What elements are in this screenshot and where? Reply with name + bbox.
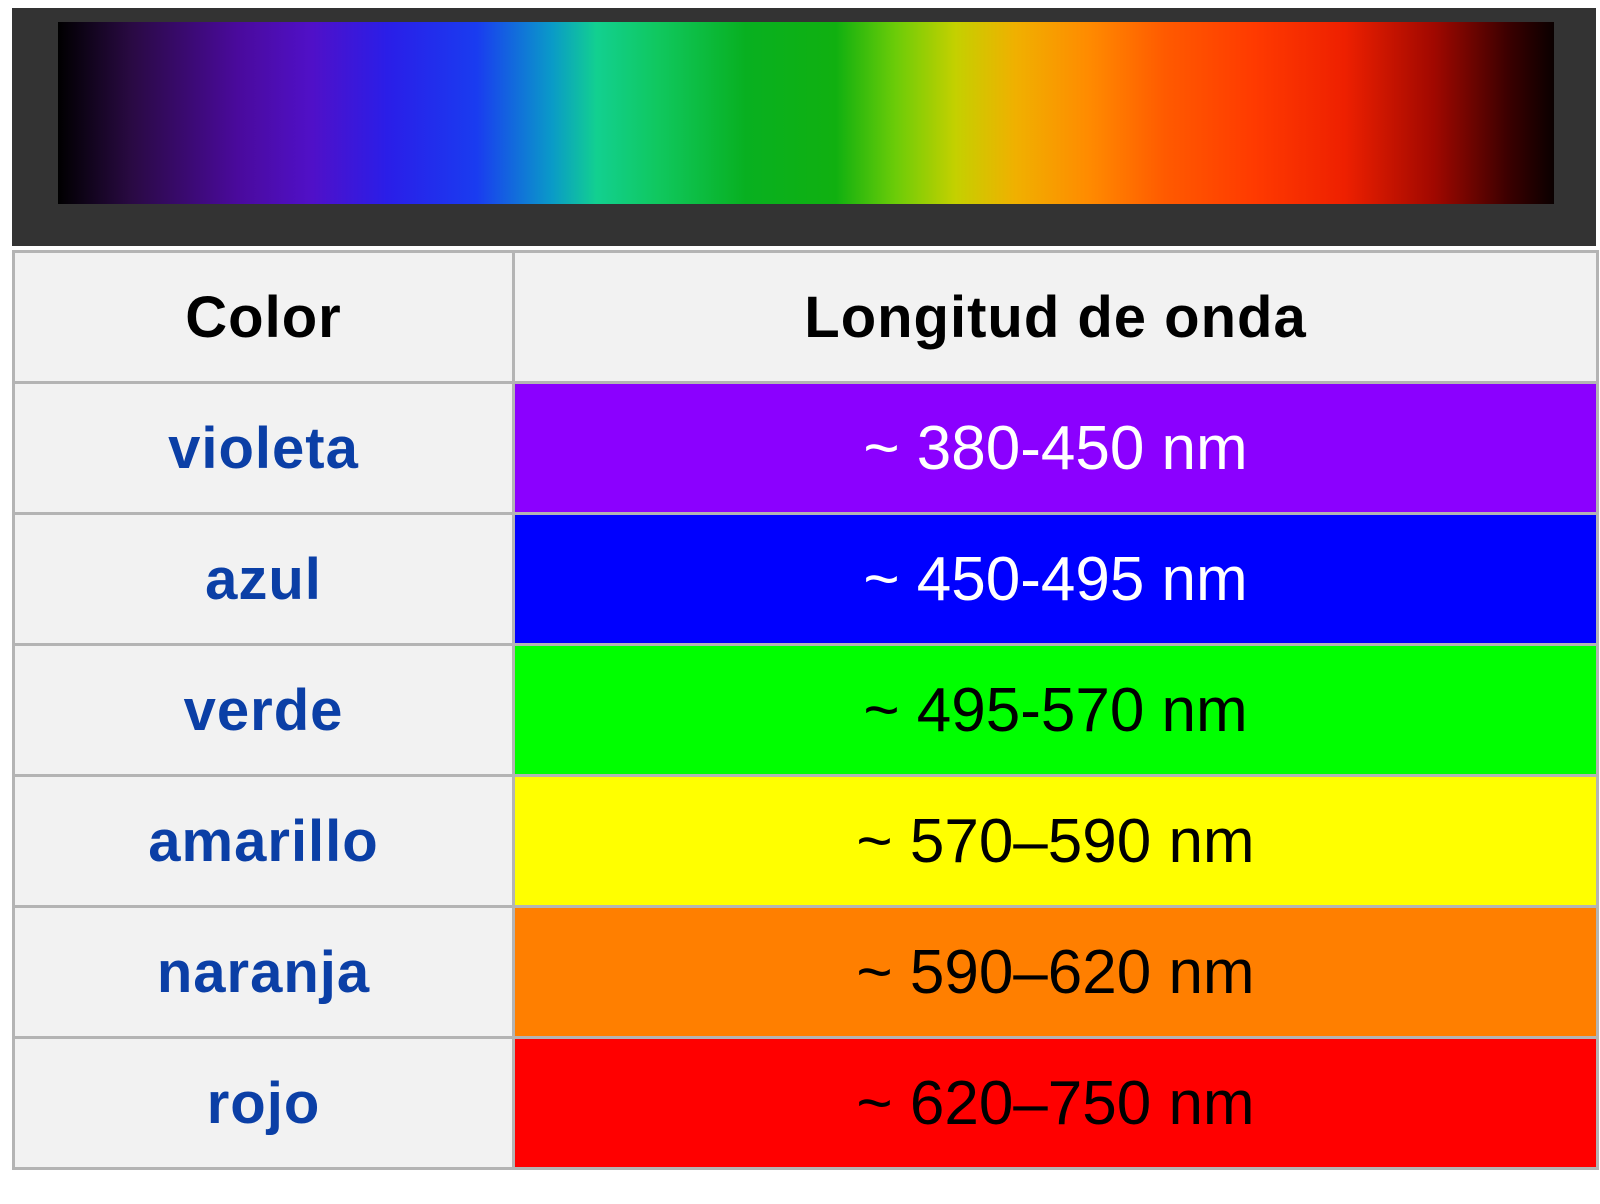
spectrum-panel bbox=[12, 8, 1596, 246]
color-spectrum-table: Color Longitud de onda violeta ~ 380-450… bbox=[12, 8, 1599, 1202]
color-name-cell: rojo bbox=[12, 1036, 515, 1170]
color-link-azul[interactable]: azul bbox=[205, 546, 322, 612]
header-color: Color bbox=[12, 250, 515, 384]
table-row: verde ~ 495-570 nm bbox=[12, 643, 1599, 777]
color-link-verde[interactable]: verde bbox=[183, 677, 344, 743]
color-name-cell: violeta bbox=[12, 381, 515, 515]
wavelength-cell: ~ 590–620 nm bbox=[512, 905, 1599, 1039]
color-name-cell: amarillo bbox=[12, 774, 515, 908]
color-link-amarillo[interactable]: amarillo bbox=[148, 808, 379, 874]
color-link-rojo[interactable]: rojo bbox=[206, 1070, 321, 1136]
wavelength-cell: ~ 620–750 nm bbox=[512, 1036, 1599, 1170]
color-name-cell: verde bbox=[12, 643, 515, 777]
color-name-cell: azul bbox=[12, 512, 515, 646]
wavelength-cell: ~ 570–590 nm bbox=[512, 774, 1599, 908]
wavelength-cell: ~ 380-450 nm bbox=[512, 381, 1599, 515]
color-name-cell: naranja bbox=[12, 905, 515, 1039]
color-link-violeta[interactable]: violeta bbox=[168, 415, 359, 481]
wavelength-cell: ~ 450-495 nm bbox=[512, 512, 1599, 646]
table-row: violeta ~ 380-450 nm bbox=[12, 381, 1599, 515]
table-row: naranja ~ 590–620 nm bbox=[12, 905, 1599, 1039]
visible-spectrum-gradient-image bbox=[58, 22, 1554, 204]
wavelength-cell: ~ 495-570 nm bbox=[512, 643, 1599, 777]
table-row: rojo ~ 620–750 nm bbox=[12, 1036, 1599, 1170]
color-link-naranja[interactable]: naranja bbox=[156, 939, 371, 1005]
table-row: amarillo ~ 570–590 nm bbox=[12, 774, 1599, 908]
color-table: Color Longitud de onda violeta ~ 380-450… bbox=[12, 250, 1599, 1170]
header-wavelength: Longitud de onda bbox=[512, 250, 1599, 384]
table-header-row: Color Longitud de onda bbox=[12, 250, 1599, 384]
table-row: azul ~ 450-495 nm bbox=[12, 512, 1599, 646]
